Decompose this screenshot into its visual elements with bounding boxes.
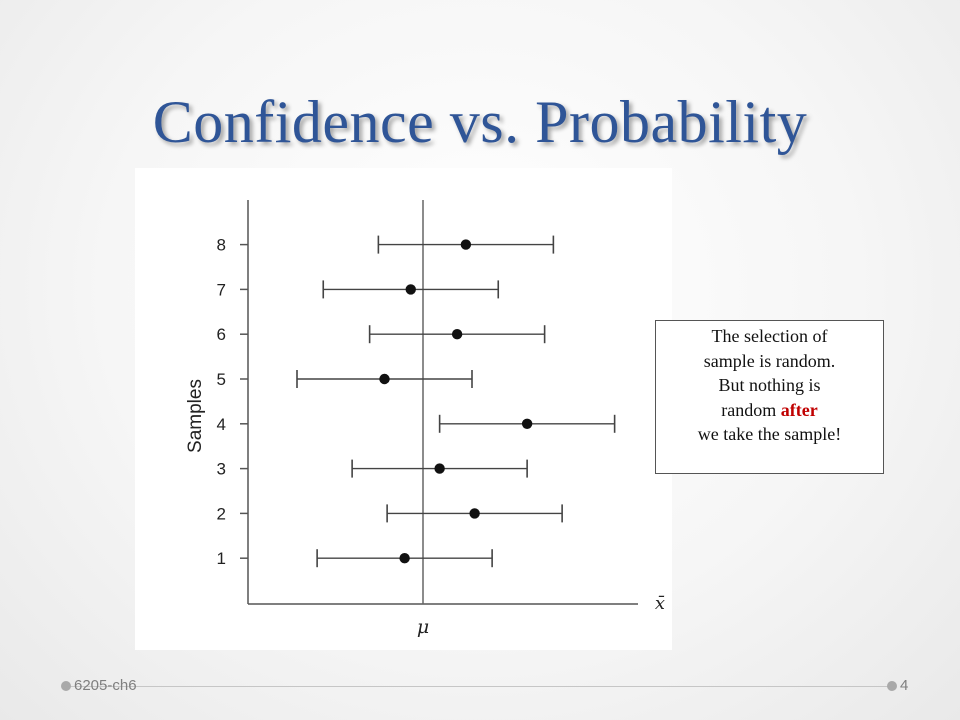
note-emphasis: after	[780, 399, 818, 420]
y-tick-label: 7	[217, 280, 226, 299]
sample-mean-point-2	[469, 508, 480, 519]
note-line-5: we take the sample!	[697, 424, 842, 444]
x-axis-label: x̄	[655, 593, 665, 614]
footer: 6205-ch6 4	[0, 670, 960, 700]
sample-mean-point-1	[399, 553, 410, 564]
y-tick-label: 4	[217, 415, 226, 434]
mu-label: μ	[417, 616, 429, 638]
sample-mean-point-6	[451, 329, 463, 340]
footer-left-bullet-icon	[61, 681, 71, 691]
note-line-3: But nothing is	[718, 375, 821, 395]
sample-mean-point-5	[379, 373, 390, 385]
y-tick-label: 6	[217, 325, 226, 344]
page-number: 4	[900, 677, 909, 694]
confidence-interval-chart: 1 2 3 4 5 6 7 8 Samples x̄ μ	[135, 168, 672, 650]
sample-mean-point-3	[434, 463, 445, 474]
y-tick-label: 3	[217, 460, 226, 479]
note-line-1: The selection of	[711, 326, 828, 346]
footer-right-bullet-icon	[887, 681, 897, 691]
y-tick-label: 8	[217, 236, 226, 255]
note-box: The selection of sample is random. But n…	[655, 320, 884, 474]
note-line-4: random after	[656, 398, 883, 423]
y-tick-label: 5	[217, 370, 226, 389]
footer-rule	[68, 686, 892, 687]
note-line-2: sample is random.	[703, 350, 836, 371]
sample-mean-point-7	[405, 284, 416, 295]
y-tick-label: 2	[217, 504, 226, 523]
note-line-4-prefix: random	[721, 399, 781, 420]
footer-label: 6205-ch6	[74, 677, 137, 694]
sample-mean-point-8	[460, 239, 472, 250]
y-tick-label: 1	[217, 549, 226, 568]
slide-title: Confidence vs. Probability	[152, 89, 808, 155]
y-axis-label: Samples	[185, 379, 206, 453]
chart-canvas: 1 2 3 4 5 6 7 8 Samples x̄ μ	[185, 200, 665, 638]
sample-mean-point-4	[521, 418, 533, 429]
